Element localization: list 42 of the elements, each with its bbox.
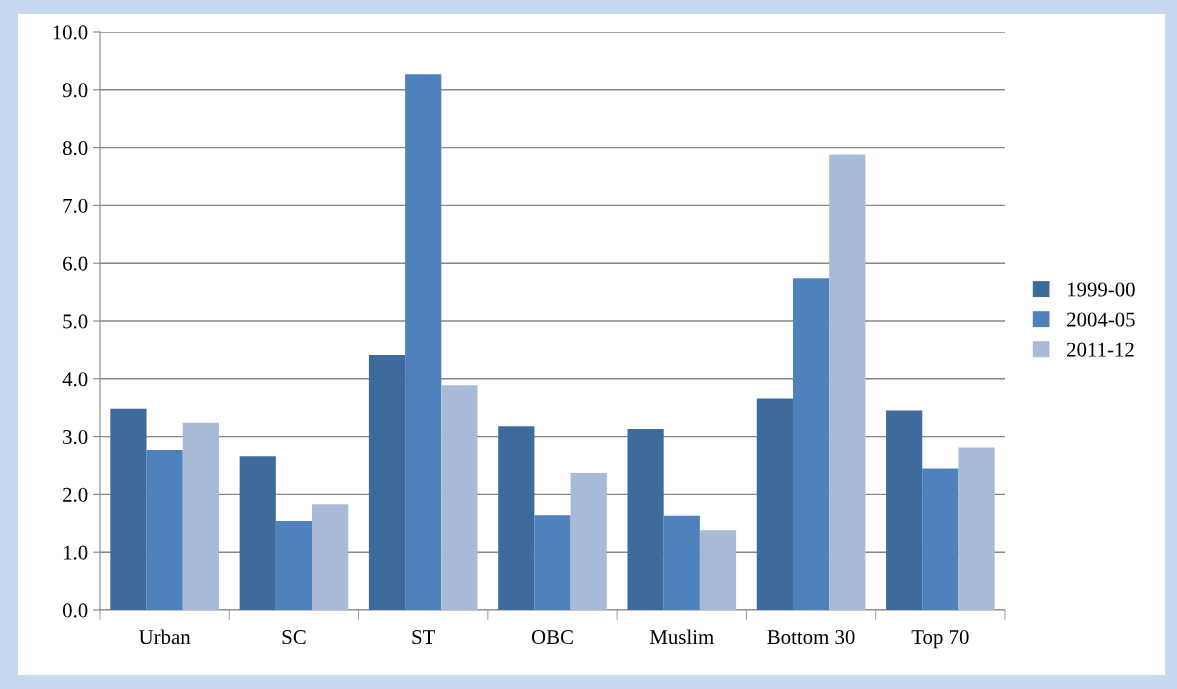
bar bbox=[534, 515, 571, 610]
bar bbox=[239, 456, 276, 610]
x-tick-label: ST bbox=[412, 630, 436, 645]
legend-label: 2011-12 bbox=[1067, 342, 1134, 357]
bar bbox=[792, 278, 830, 610]
bar bbox=[829, 154, 866, 610]
x-tick-label: SC bbox=[282, 630, 306, 645]
x-tick-label: Bottom 30 bbox=[767, 630, 855, 645]
bar bbox=[405, 74, 442, 610]
y-tick-label: 6.0 bbox=[63, 256, 88, 271]
x-tick-label: Urban bbox=[139, 629, 191, 645]
bar bbox=[275, 520, 313, 610]
legend-label: 1999-00 bbox=[1067, 282, 1135, 297]
bar bbox=[886, 410, 923, 610]
bar bbox=[756, 398, 793, 610]
y-tick-label: 2.0 bbox=[63, 487, 88, 502]
x-tick-label: Muslim bbox=[649, 629, 714, 645]
bar bbox=[627, 429, 664, 610]
bar bbox=[110, 408, 147, 610]
bar bbox=[312, 504, 349, 610]
y-tick-label: 3.0 bbox=[63, 429, 88, 445]
y-tick-label: 4.0 bbox=[62, 372, 88, 387]
legend-label: 2004-05 bbox=[1067, 312, 1135, 327]
bar bbox=[663, 515, 700, 610]
bar bbox=[146, 449, 183, 610]
bar bbox=[368, 355, 406, 610]
y-tick-label: 1.0 bbox=[63, 545, 88, 560]
y-tick-label: 5.0 bbox=[63, 314, 88, 329]
y-tick-label: 8.0 bbox=[62, 140, 88, 156]
x-tick-label: OBC bbox=[531, 630, 573, 645]
y-tick-label: 0.0 bbox=[62, 603, 88, 618]
bar bbox=[182, 422, 219, 610]
bar bbox=[699, 530, 737, 610]
y-tick-label: 9.0 bbox=[62, 83, 88, 98]
bar bbox=[958, 447, 995, 610]
bar bbox=[498, 426, 535, 610]
bar bbox=[570, 473, 607, 610]
bar bbox=[441, 385, 478, 610]
x-tick-label: Top 70 bbox=[911, 630, 969, 649]
bar bbox=[922, 468, 959, 610]
y-tick-label: 10.0 bbox=[53, 25, 88, 40]
y-tick-label: 7.0 bbox=[63, 198, 88, 213]
